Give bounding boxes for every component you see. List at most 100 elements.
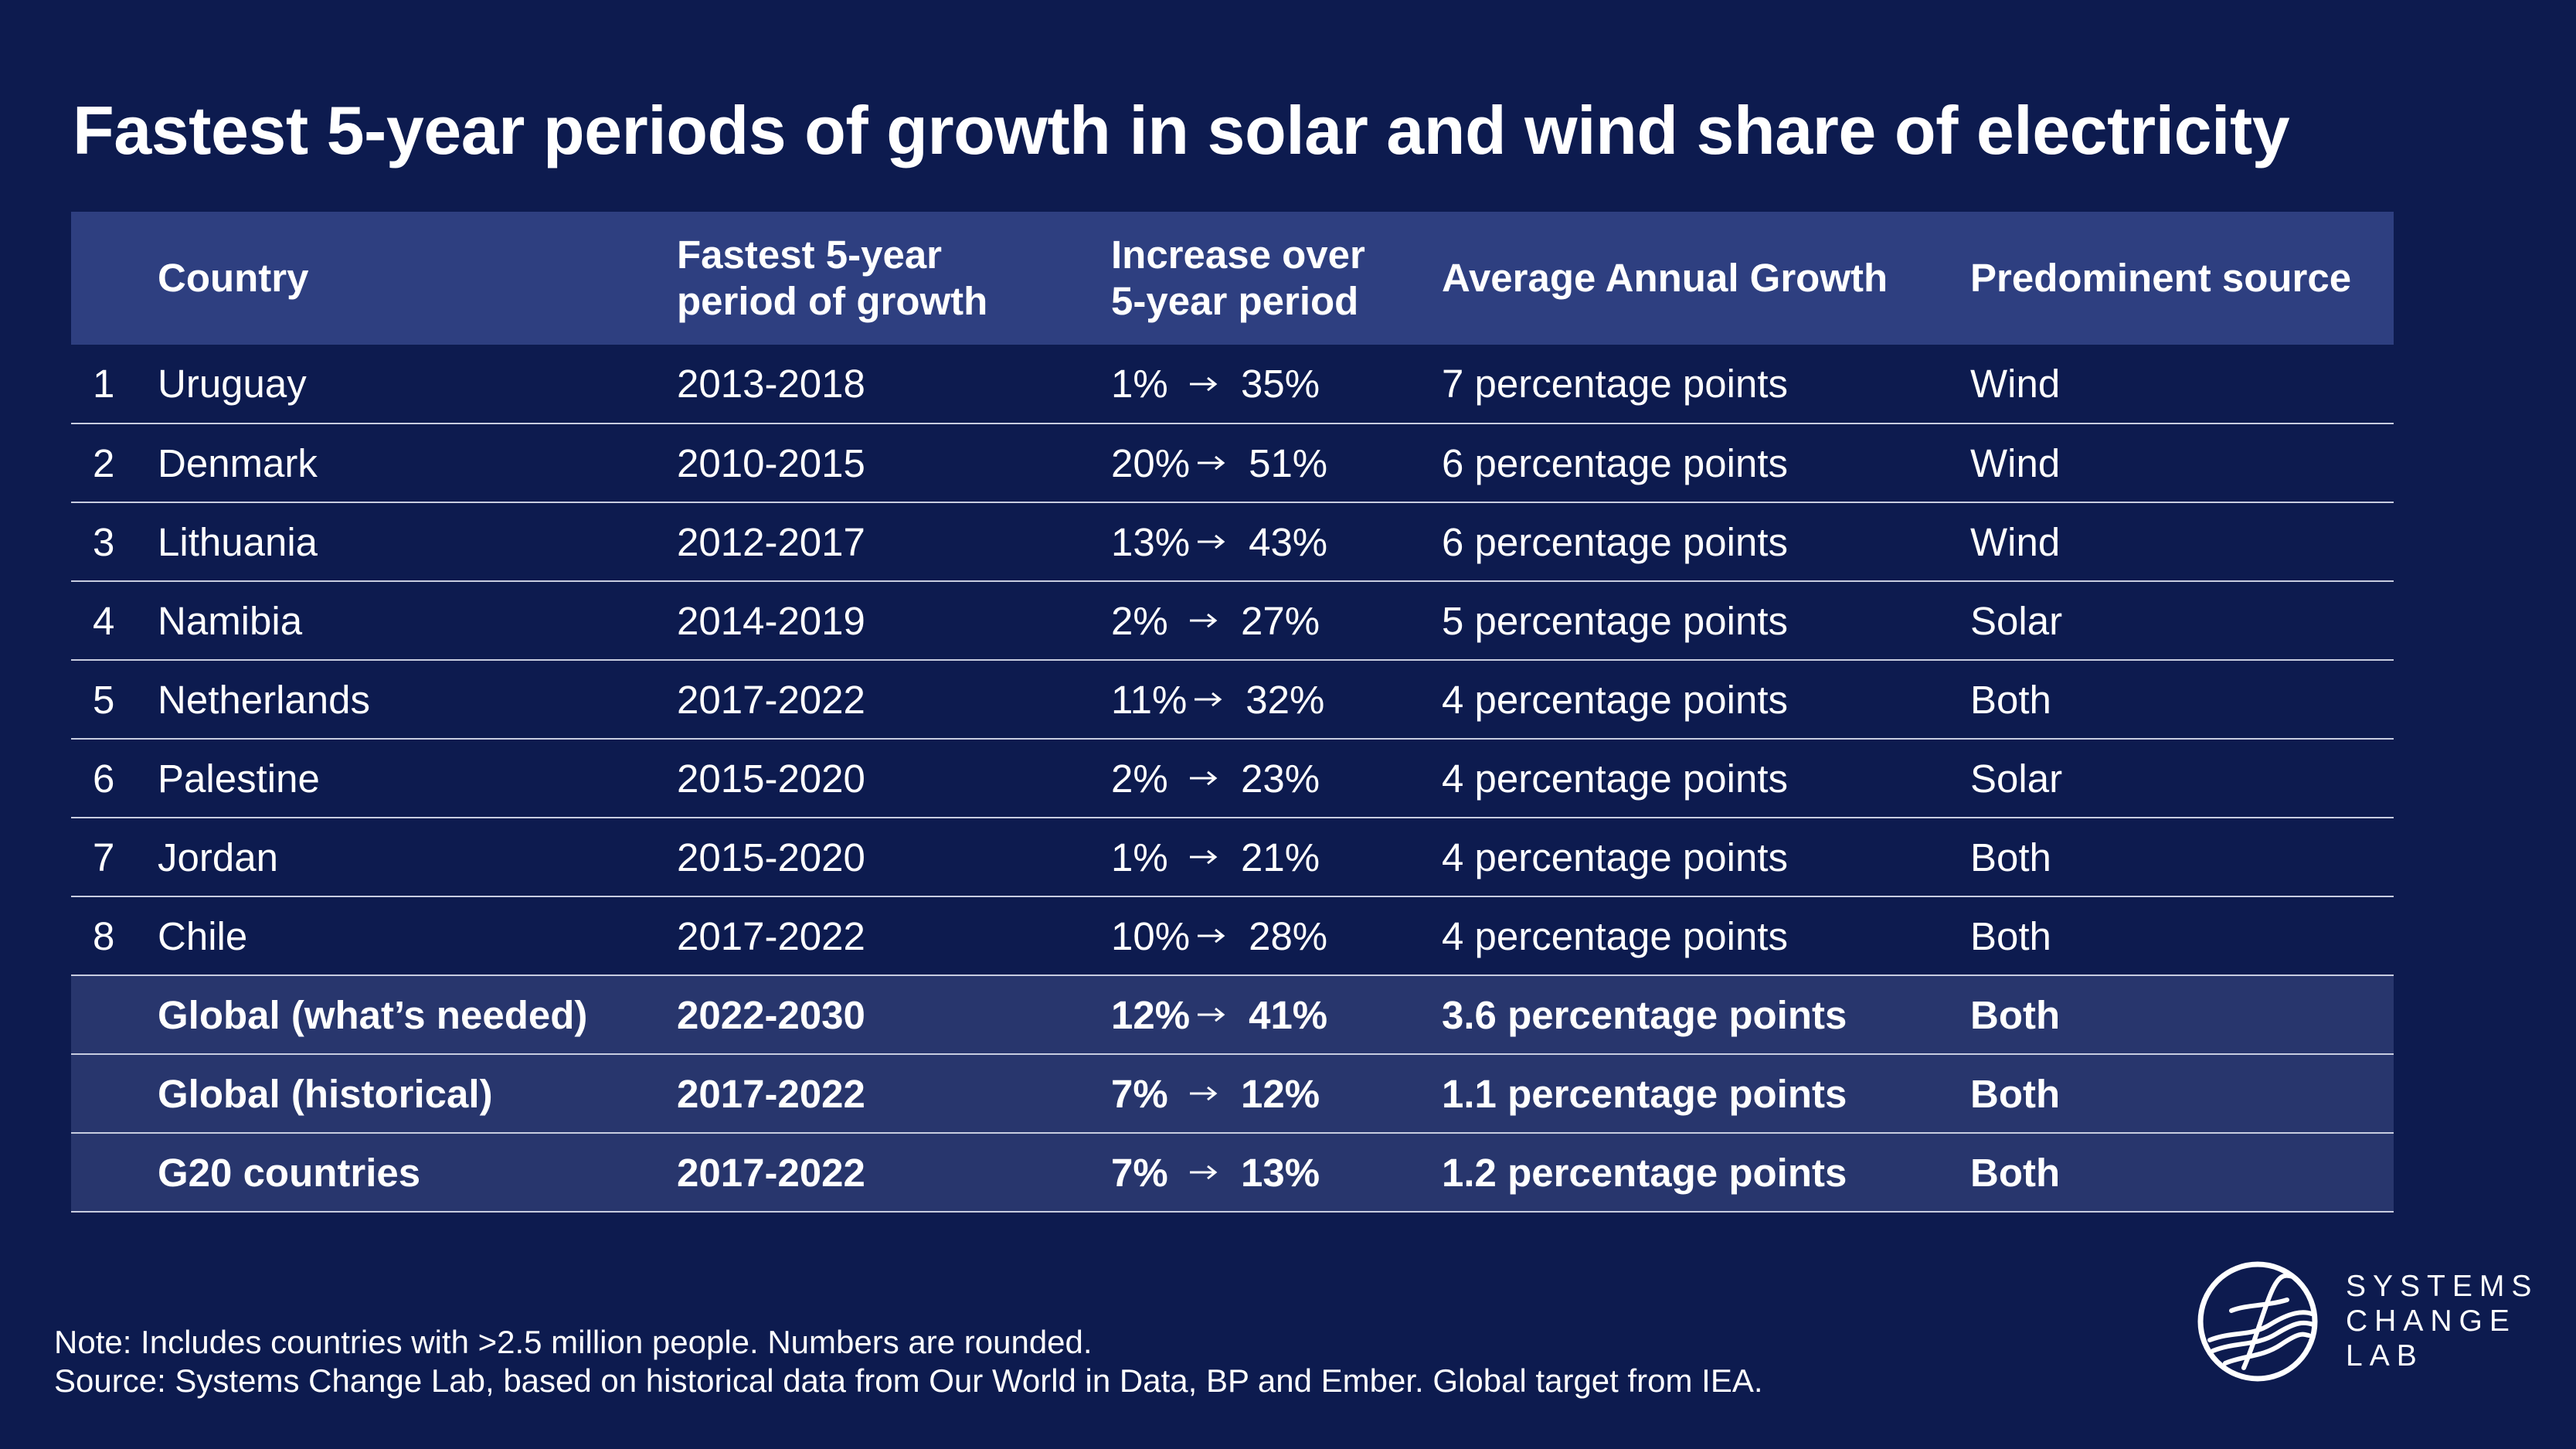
header-increase-line1: Increase over bbox=[1111, 233, 1365, 277]
cell-increase: 1% 21% bbox=[1111, 818, 1442, 896]
cell-increase: 7% 12% bbox=[1111, 1054, 1442, 1133]
cell-period: 2017-2022 bbox=[677, 1150, 865, 1195]
summary-row: Global (historical) 2017-2022 7% 12% 1.1 per… bbox=[71, 1054, 2394, 1133]
cell-source: Solar bbox=[1970, 756, 2063, 801]
cell-country: G20 countries bbox=[158, 1150, 421, 1195]
cell-avg-growth: 4 percentage points bbox=[1442, 756, 1788, 801]
increase-to: 35% bbox=[1241, 362, 1320, 406]
cell-country: Netherlands bbox=[158, 677, 370, 722]
cell-rank: 6 bbox=[93, 756, 115, 801]
data-table: Country Fastest 5-year period of growth … bbox=[71, 212, 2394, 1213]
arrow-right-icon bbox=[1188, 849, 1219, 865]
table-header-row: Country Fastest 5-year period of growth … bbox=[71, 212, 2394, 345]
cell-avg-growth: 4 percentage points bbox=[1442, 677, 1788, 722]
cell-source: Both bbox=[1970, 1071, 2061, 1116]
cell-period: 2015-2020 bbox=[677, 756, 865, 801]
increase-to: 28% bbox=[1249, 913, 1328, 958]
cell-rank: 2 bbox=[93, 440, 115, 485]
cell-country: Namibia bbox=[158, 598, 303, 643]
arrow-right-icon bbox=[1188, 1165, 1219, 1180]
cell-source: Wind bbox=[1970, 519, 2061, 564]
logo-line-2: CHANGE bbox=[2346, 1304, 2517, 1338]
cell-country: Lithuania bbox=[158, 519, 318, 564]
increase-from: 12% bbox=[1111, 992, 1191, 1037]
increase-from: 2% bbox=[1111, 756, 1168, 801]
arrow-right-icon bbox=[1196, 928, 1227, 944]
header-period: Fastest 5-year period of growth bbox=[677, 212, 1111, 345]
header-period-line2: period of growth bbox=[677, 279, 988, 323]
table-row: 5 Netherlands 2017-2022 11% 32% 4 percentage … bbox=[71, 660, 2394, 739]
arrow-right-icon bbox=[1196, 455, 1227, 471]
cell-increase: 13% 43% bbox=[1111, 502, 1442, 581]
source-text: Source: Systems Change Lab, based on his… bbox=[54, 1362, 1763, 1399]
cell-period: 2014-2019 bbox=[677, 598, 865, 643]
cell-avg-growth: 1.2 percentage points bbox=[1442, 1150, 1847, 1195]
cell-increase: 20% 51% bbox=[1111, 423, 1442, 502]
arrow-right-icon bbox=[1196, 1007, 1227, 1022]
cell-period: 2013-2018 bbox=[677, 362, 865, 406]
logo-line-1: SYSTEMS bbox=[2346, 1270, 2539, 1303]
arrow-right-icon bbox=[1196, 534, 1227, 549]
header-rank bbox=[71, 212, 158, 345]
table-row: 4 Namibia 2014-2019 2% 27% 5 percentage point… bbox=[71, 581, 2394, 660]
cell-rank bbox=[71, 975, 158, 1054]
cell-country: Global (historical) bbox=[158, 1071, 493, 1116]
cell-source: Both bbox=[1970, 992, 2061, 1037]
cell-avg-growth: 1.1 percentage points bbox=[1442, 1071, 1847, 1116]
cell-avg-growth: 6 percentage points bbox=[1442, 519, 1788, 564]
cell-source: Both bbox=[1970, 913, 2051, 958]
cell-period: 2010-2015 bbox=[677, 440, 865, 485]
cell-country: Palestine bbox=[158, 756, 320, 801]
summary-row: Global (what’s needed) 2022-2030 12% 41% 3.6… bbox=[71, 975, 2394, 1054]
table-row: 3 Lithuania 2012-2017 13% 43% 6 percentage po… bbox=[71, 502, 2394, 581]
cell-source: Solar bbox=[1970, 598, 2063, 643]
table-body: 1 Uruguay 2013-2018 1% 35% 7 percentage point… bbox=[71, 345, 2394, 1212]
increase-from: 10% bbox=[1111, 913, 1191, 958]
cell-increase: 10% 28% bbox=[1111, 896, 1442, 975]
cell-rank bbox=[71, 1133, 158, 1212]
table-row: 8 Chile 2017-2022 10% 28% 4 percentage points… bbox=[71, 896, 2394, 975]
cell-country: Global (what’s needed) bbox=[158, 992, 588, 1037]
increase-to: 43% bbox=[1249, 519, 1328, 564]
header-country: Country bbox=[158, 256, 309, 300]
cell-increase: 2% 23% bbox=[1111, 739, 1442, 818]
cell-period: 2017-2022 bbox=[677, 677, 865, 722]
cell-rank: 4 bbox=[93, 598, 115, 643]
cell-rank: 8 bbox=[93, 913, 115, 958]
increase-to: 51% bbox=[1249, 440, 1328, 485]
increase-to: 23% bbox=[1241, 756, 1320, 801]
arrow-right-icon bbox=[1188, 613, 1219, 628]
increase-from: 20% bbox=[1111, 440, 1191, 485]
summary-row: G20 countries 2017-2022 7% 13% 1.2 percentag… bbox=[71, 1133, 2394, 1212]
increase-to: 13% bbox=[1241, 1150, 1320, 1195]
logo-line-3: LAB bbox=[2346, 1339, 2424, 1372]
cell-source: Both bbox=[1970, 835, 2051, 879]
increase-to: 41% bbox=[1249, 992, 1328, 1037]
cell-rank: 5 bbox=[93, 677, 115, 722]
cell-rank: 1 bbox=[93, 362, 115, 406]
table-row: 1 Uruguay 2013-2018 1% 35% 7 percentage point… bbox=[71, 345, 2394, 423]
increase-to: 12% bbox=[1241, 1071, 1320, 1116]
header-increase-line2: 5-year period bbox=[1111, 279, 1359, 323]
increase-from: 13% bbox=[1111, 519, 1191, 564]
increase-from: 1% bbox=[1111, 835, 1168, 879]
header-increase: Increase over 5-year period bbox=[1111, 212, 1442, 345]
logo-wordmark: SYSTEMS CHANGE LAB bbox=[2346, 1269, 2538, 1373]
cell-period: 2017-2022 bbox=[677, 913, 865, 958]
increase-from: 7% bbox=[1111, 1150, 1168, 1195]
increase-to: 21% bbox=[1241, 835, 1320, 879]
header-avg-growth: Average Annual Growth bbox=[1442, 256, 1888, 300]
cell-country: Jordan bbox=[158, 835, 278, 879]
arrow-right-icon bbox=[1193, 692, 1224, 707]
cell-increase: 1% 35% bbox=[1111, 345, 1442, 423]
arrow-right-icon bbox=[1188, 770, 1219, 786]
cell-increase: 2% 27% bbox=[1111, 581, 1442, 660]
arrow-right-icon bbox=[1188, 376, 1219, 392]
table-row: 7 Jordan 2015-2020 1% 21% 4 percentage points… bbox=[71, 818, 2394, 896]
systems-change-lab-logo: SYSTEMS CHANGE LAB bbox=[2196, 1260, 2531, 1383]
cell-avg-growth: 5 percentage points bbox=[1442, 598, 1788, 643]
logo-mark-icon bbox=[2197, 1261, 2318, 1382]
cell-avg-growth: 4 percentage points bbox=[1442, 913, 1788, 958]
cell-avg-growth: 6 percentage points bbox=[1442, 440, 1788, 485]
cell-rank: 3 bbox=[93, 519, 115, 564]
